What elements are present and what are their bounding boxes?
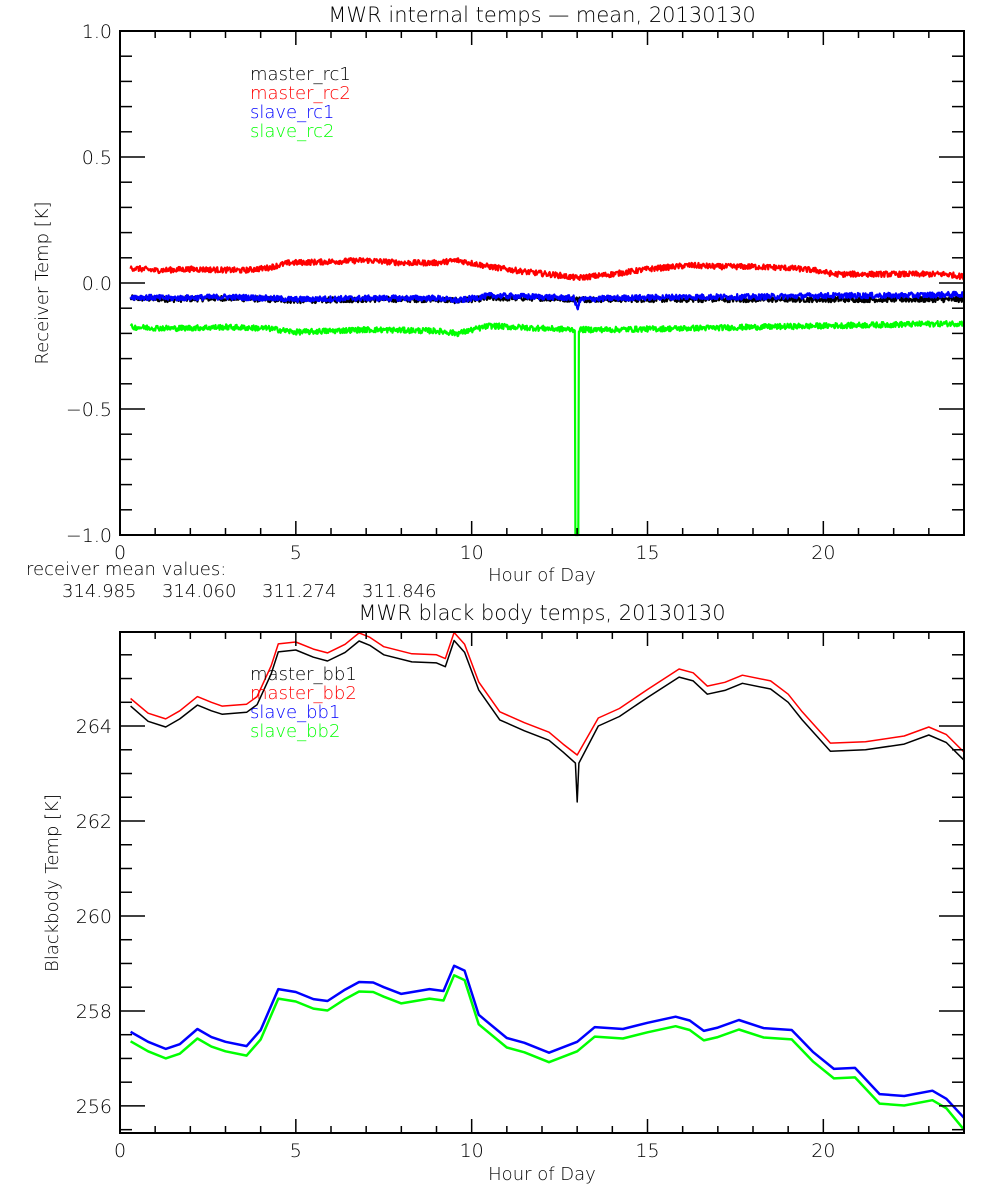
y-tick-label: 260	[76, 906, 112, 928]
plot-frame	[119, 631, 965, 1134]
series-line-slave-bb2	[129, 974, 965, 1131]
legend-entry: slave_rc2	[250, 121, 335, 142]
x-axis-label: Hour of Day	[488, 1164, 596, 1185]
series-line-master-rc2	[129, 257, 966, 281]
mean-value-slave-rc2: 311.846	[362, 581, 436, 602]
mean-value-slave-rc1: 311.274	[262, 581, 336, 602]
legend-entry: master_bb1	[250, 664, 357, 685]
x-tick-label: 10	[460, 542, 484, 564]
series-line-master-bb1	[130, 639, 965, 803]
legend-entry: slave_rc1	[250, 102, 335, 123]
x-tick-label: 20	[811, 1140, 835, 1162]
x-tick-label: 5	[290, 1140, 302, 1162]
legend: master_rc1 master_rc2 slave_rc1 slave_rc…	[250, 64, 351, 142]
plot-frame	[119, 30, 965, 536]
x-tick-label: 15	[635, 1140, 659, 1162]
y-axis-label: Blackbody Temp [K]	[42, 794, 63, 972]
x-axis-label: Hour of Day	[488, 565, 596, 586]
ticks-group: 0 5 10 15 20 256 258 260 262 264	[76, 632, 965, 1162]
receiver-mean-values: 314.985 314.060 311.274 311.846	[62, 581, 436, 602]
legend-entry: slave_bb2	[250, 721, 340, 742]
y-tick-label: 0.0	[82, 273, 112, 295]
ticks-group: 0 5 10 15 20 −1.0 −0.5 0.0 0.5 1.0	[66, 21, 965, 564]
x-tick-label: 10	[460, 1140, 484, 1162]
legend-entry: master_rc2	[250, 83, 351, 104]
series-line-slave-rc2	[129, 320, 966, 537]
receiver-mean-label: receiver mean values:	[26, 559, 226, 580]
y-tick-label: 256	[76, 1096, 112, 1118]
chart-title: MWR black body temps, 20130130	[358, 601, 725, 625]
series-line-master-bb2	[130, 631, 965, 756]
legend-entry: master_bb2	[250, 683, 357, 704]
series-group	[129, 257, 966, 537]
blackbody-temp-chart: MWR black body temps, 20130130 0 5 10 15 20 2…	[42, 601, 965, 1185]
x-tick-label: 20	[811, 542, 835, 564]
y-tick-label: −0.5	[66, 399, 112, 421]
mean-value-master-rc2: 314.060	[162, 581, 236, 602]
y-tick-label: −1.0	[66, 525, 112, 547]
mean-value-master-rc1: 314.985	[62, 581, 136, 602]
legend-entry: master_rc1	[250, 64, 351, 85]
y-tick-label: 258	[76, 1001, 112, 1023]
series-line-slave-bb1	[129, 964, 965, 1119]
y-axis-label: Receiver Temp [K]	[32, 201, 53, 364]
x-tick-label: 15	[635, 542, 659, 564]
legend-entry: slave_bb1	[250, 702, 340, 723]
x-tick-label: 5	[290, 542, 302, 564]
x-tick-label: 0	[114, 542, 126, 564]
y-tick-label: 0.5	[82, 147, 112, 169]
series-line-slave-rc1	[129, 290, 966, 311]
y-tick-label: 262	[76, 811, 112, 833]
receiver-temp-chart: MWR internal temps — mean, 20130130 0 5 10…	[26, 3, 966, 602]
series-group	[129, 631, 965, 1131]
chart-title: MWR internal temps — mean, 20130130	[328, 3, 755, 27]
x-tick-label: 0	[114, 1140, 126, 1162]
y-tick-label: 264	[76, 716, 112, 738]
y-tick-label: 1.0	[82, 21, 112, 43]
legend: master_bb1 master_bb2 slave_bb1 slave_bb…	[250, 664, 357, 742]
